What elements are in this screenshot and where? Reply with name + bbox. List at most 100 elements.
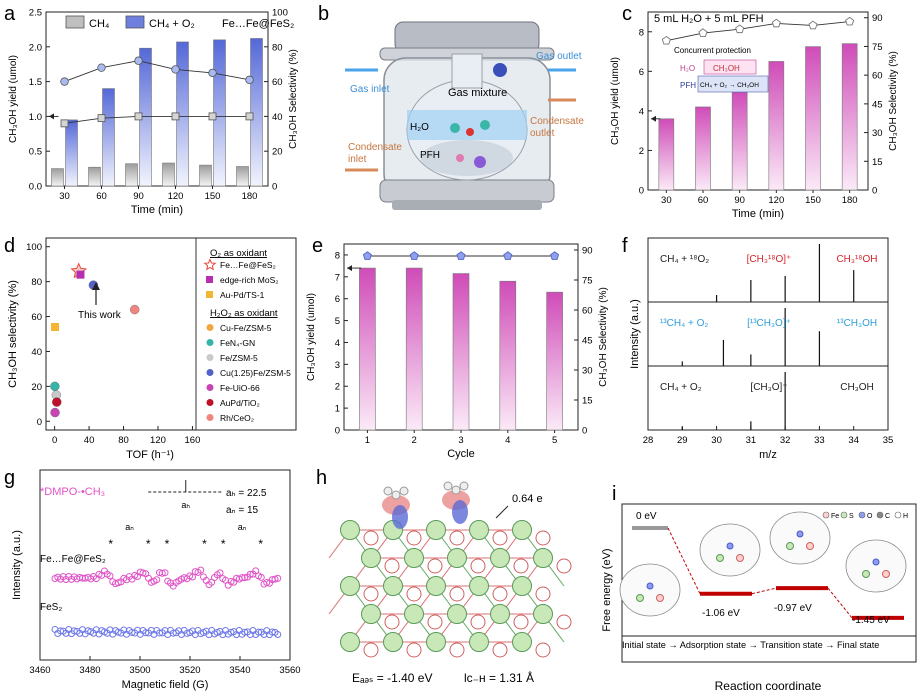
x-axis-label: TOF (h⁻¹) [126,449,174,461]
atom-s [533,548,553,568]
atom-fe [492,642,508,658]
atom-s [533,604,553,624]
epr-point-fes2 [268,628,276,636]
x-tick-label: 2 [412,435,417,446]
atom-s [361,604,381,624]
series-line [64,115,250,124]
bar [805,46,821,191]
x-tick-label: 60 [698,195,709,206]
atom-fe [406,530,422,546]
atom-fe [492,586,508,602]
x-tick-label: 3540 [229,665,250,676]
x-tick-label: 29 [677,435,688,446]
state-bubble [769,511,831,565]
legend-i-label: Fe [831,513,839,520]
ms-product-label: CH₃OH [840,382,874,393]
atom-fe [384,558,400,574]
legend-d-marker [206,384,214,391]
epr-point-fes2 [183,629,191,637]
atom-s [383,576,403,596]
atom-s [426,632,446,652]
atom-s [469,520,489,540]
molecule-blue-1 [493,63,507,77]
chart-f: 28 29 30 31 32 33 34 35 m/z Intensity (a.u.) CH₄ +… [629,237,893,461]
atom-h [391,490,401,500]
scatter-point [50,381,60,392]
legend-d-label: Cu(1.25)Fe/ZSM-5 [220,368,291,378]
molecule-blue-2 [474,156,486,168]
atom-s [447,604,467,624]
y2-tick-label: 0 [582,426,587,437]
label-condensate-inlet-2: inlet [348,154,367,165]
axis-arrow-head [651,115,656,122]
i-level-3: -1.45 eV [852,615,890,626]
i-xlabel: Reaction coordinate [715,679,822,693]
y-tick-label: 0 [37,417,42,428]
legend-d-o2-header: O₂ as oxidant [210,248,267,259]
bar [546,291,563,431]
series-line [64,60,250,83]
scatter-point [50,407,60,418]
epr-point-fe [257,573,265,581]
bar [452,273,470,431]
y2-tick-label: 40 [272,112,283,123]
y-tick-label: 5 [335,316,340,327]
annotation-catalyst: Fe…Fe@FeS₂ [222,18,294,30]
charge-lobe-depl [392,505,408,529]
x-tick-label: 120 [768,195,784,206]
bar [405,267,423,431]
y-tick-label: 2.0 [29,42,42,53]
y-tick-label: 7 [335,272,340,283]
atom-fe [556,558,572,574]
ms-fragment-label: [CH₃¹⁸O]⁺ [747,254,792,265]
energy-connector [827,587,853,619]
atom-fe [470,558,486,574]
chart-g: 3460 3480 3500 3520 3540 3560 Magnetic field (… [11,469,301,691]
line-marker [661,35,671,45]
legend-label-ch4: CH₄ [89,18,110,30]
fes2-slab-structure [328,481,572,658]
plot-frame [45,237,297,431]
atom-s [340,632,360,652]
x-tick-label: 180 [242,191,258,202]
x-tick-label: 4 [505,435,510,446]
i-states: Initial state → Adsorption state → Trans… [622,640,879,650]
y2-tick-label: 20 [272,147,283,158]
i-ylabel: Free energy (eV) [601,548,613,631]
charge-lobe-depl [452,500,468,524]
panel-label-a: a [4,3,16,25]
atom-fe [806,542,814,550]
x-tick-label: 30 [661,195,672,206]
atom-s [862,570,870,578]
inset-title: Concurrent protection [674,46,751,55]
i-level-0: 0 eV [636,511,657,522]
atom-fe [535,642,551,658]
epr-point-fe [271,575,279,583]
epr-point-fes2 [274,630,282,638]
chart-a: 0.0 0.5 1.0 1.5 2.0 2.5 0 20 40 60 80 100 30 60 90 120 1… [8,8,299,217]
atom-s [490,548,510,568]
x-tick-label: 1 [365,435,370,446]
legend-i-marker [858,511,866,519]
plot-frame [647,237,889,431]
legend-d-label: edge-rich MoS₂ [220,275,279,285]
chart-i [619,503,917,663]
atom-fe [535,586,551,602]
tree-aN: aₙ [238,522,247,532]
legend-d-label: FeN₄-GN [220,338,255,348]
legend-i-label: O [867,513,873,520]
x-tick-label: 3460 [29,665,50,676]
line-marker [60,119,69,128]
axis-arrow-head [347,265,352,272]
y2-axis-label: CH₃OH Selectivity (%) [888,51,899,151]
legend-i-marker [876,511,884,519]
label-condensate-outlet-2: outlet [530,128,555,139]
i-level-1: -1.06 eV [702,608,740,619]
label-gas-mixture: Gas mixture [448,87,507,99]
charge-arrow [495,505,509,519]
label-condensate-inlet-1: Condensate [348,142,402,153]
legend-label-ch4-o2: CH₄ + O₂ [149,18,195,30]
i-level-2: -0.97 eV [774,603,812,614]
scatter-point [52,397,62,407]
bar [125,163,138,187]
